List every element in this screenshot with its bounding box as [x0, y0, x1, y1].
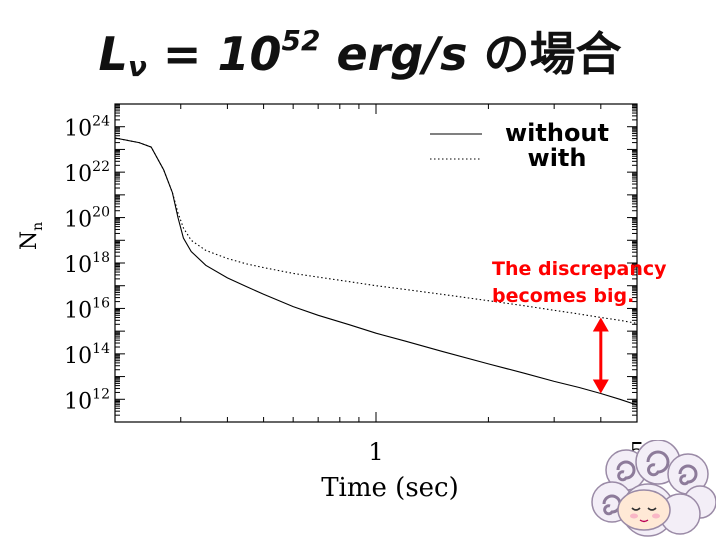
title-subscript: ν — [127, 50, 147, 83]
y-tick-label: 1022 — [64, 159, 110, 187]
series-layer — [114, 137, 638, 406]
y-tick-label: 1020 — [64, 205, 110, 233]
title-base: 10 — [217, 27, 282, 81]
title-tail: の場合 — [483, 27, 622, 81]
title-exponent: 52 — [281, 24, 321, 57]
x-axis-label: Time (sec) — [321, 473, 459, 503]
slide-title: Lν = 1052 erg/s の場合 — [0, 18, 720, 98]
title-symbol: L — [98, 27, 128, 81]
y-tick-label: 1012 — [64, 386, 110, 414]
y-tick-label: 1016 — [64, 295, 110, 323]
annotation: The discrepancy becomes big. — [492, 258, 667, 394]
x-tick-label: 1 — [368, 438, 383, 466]
annotation-text: becomes big. — [492, 285, 634, 307]
annotation-arrow-head-down — [592, 379, 609, 394]
title-equals: = — [162, 27, 202, 81]
legend-label-with: with — [528, 144, 587, 172]
y-tick-label: 1018 — [64, 250, 110, 278]
y-axis-label: Nn — [17, 222, 46, 250]
title-unit: erg/s — [336, 27, 468, 81]
sheep-mascot-icon — [591, 440, 716, 537]
axis-ticks — [115, 103, 637, 423]
annotation-text: The discrepancy — [492, 258, 667, 280]
y-axis-label-sub: n — [30, 222, 46, 231]
annotation-arrow-head-up — [592, 317, 609, 332]
legend-label-without: without — [505, 119, 609, 147]
series-line-without — [114, 137, 638, 406]
y-tick-label: 1014 — [64, 341, 110, 369]
y-axis-label-main: N — [17, 231, 42, 250]
y-tick-label: 1024 — [64, 114, 110, 142]
y-tick-labels: 1012 1014 1016 1018 1020 1022 1024 — [64, 114, 110, 415]
